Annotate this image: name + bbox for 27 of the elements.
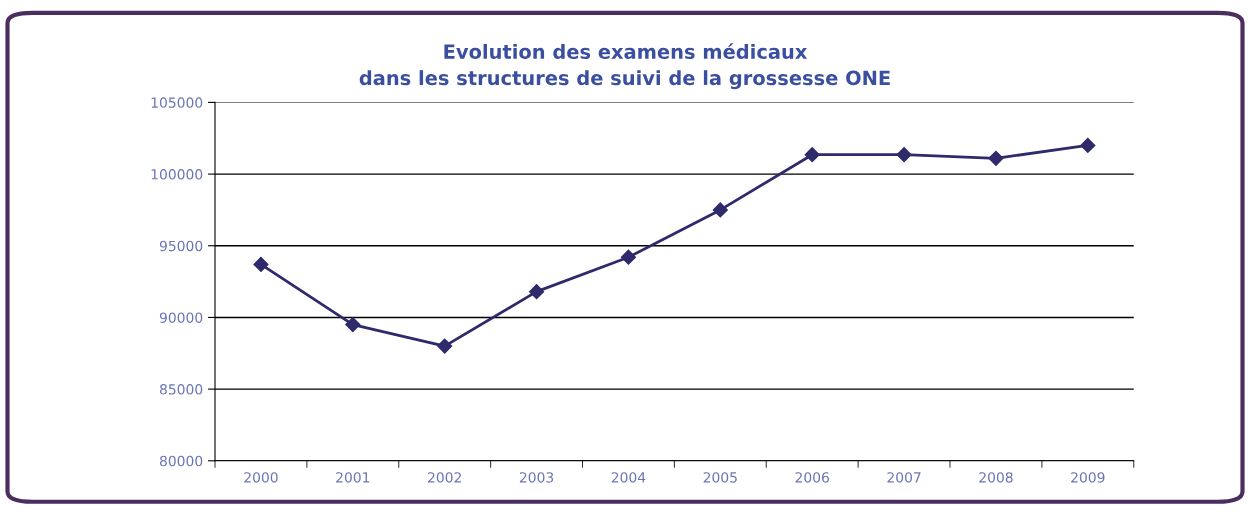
x-tick-label: 2001 <box>336 472 370 483</box>
x-tick-label: 2007 <box>887 472 921 483</box>
point <box>712 202 728 218</box>
x-tick-label: 2004 <box>611 472 646 483</box>
chart-title: Evolution des examens médicaux dans les structures de suivi de la grossesse ONE <box>359 43 890 90</box>
point <box>1080 137 1096 153</box>
x-tick-label: 2008 <box>979 472 1013 483</box>
x-tick-label: 2000 <box>244 472 278 483</box>
point <box>620 249 637 265</box>
y-tick-label: 100000 <box>151 169 203 180</box>
x-tick-label: 2005 <box>703 472 737 483</box>
x-tick-label: 2006 <box>795 472 829 483</box>
point <box>345 317 361 333</box>
point <box>437 338 453 354</box>
x-tick-label: 2009 <box>1071 472 1105 483</box>
y-tick-label: 85000 <box>159 384 203 395</box>
y-tick-label: 105000 <box>151 97 203 108</box>
x-tick-label: 2003 <box>519 472 554 483</box>
point <box>253 256 269 272</box>
y-tick-label: 90000 <box>159 312 203 323</box>
point <box>528 284 545 300</box>
point <box>988 150 1004 166</box>
x-tick-label: 2002 <box>428 472 461 483</box>
y-tick-label: 80000 <box>159 455 203 467</box>
y-tick-label: 95000 <box>159 240 203 252</box>
point <box>804 147 820 163</box>
point <box>896 147 912 163</box>
